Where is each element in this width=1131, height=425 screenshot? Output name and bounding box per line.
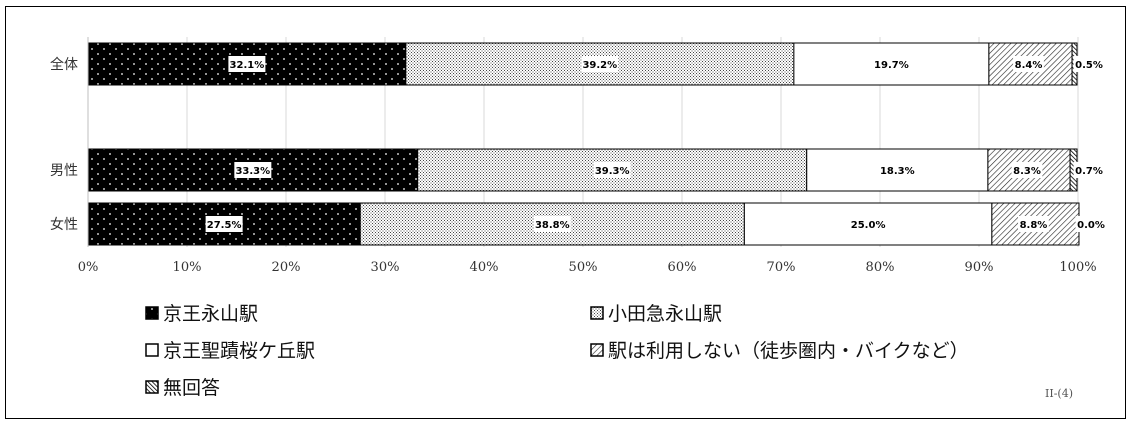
data-label-bg — [1013, 56, 1044, 72]
x-tick-label: 60% — [668, 260, 697, 275]
data-label: 33.3% — [235, 166, 270, 177]
data-label: 0.5% — [1075, 60, 1103, 71]
category-label: 女性 — [50, 216, 78, 233]
data-label-bg — [1018, 216, 1049, 232]
x-tick-label: 20% — [272, 260, 301, 275]
legend-label: 駅は利用しない（徒歩圏内・バイクなど） — [608, 340, 969, 362]
x-tick-label: 30% — [371, 260, 400, 275]
figure-id: II-(4) — [1045, 387, 1073, 400]
legend-label: 京王聖蹟桜ケ丘駅 — [163, 340, 315, 362]
legend-label: 無回答 — [163, 377, 220, 399]
legend-swatch — [590, 343, 604, 357]
legend-swatch — [145, 343, 159, 357]
data-label-bg — [849, 216, 887, 232]
x-tick-label: 50% — [569, 260, 598, 275]
legend-swatch — [145, 306, 159, 320]
x-tick-label: 10% — [173, 260, 202, 275]
legend-label: 京王永山駅 — [163, 303, 258, 325]
data-label-bg — [205, 216, 243, 232]
data-label: 25.0% — [851, 220, 886, 231]
data-label-bg — [1011, 162, 1043, 178]
data-label-bg — [878, 162, 916, 178]
x-tick-label: 40% — [470, 260, 499, 275]
x-tick-label: 80% — [866, 260, 895, 275]
x-tick-label: 70% — [767, 260, 796, 275]
data-label: 39.3% — [595, 166, 630, 177]
data-labels: 32.1% 39.2% 19.7% 8.4% 0.5% 33.3% 39.3% 18.3% 8.… — [205, 56, 1107, 232]
stacked-bar-chart: 32.1% 39.2% 19.7% 8.4% 0.5% 33.3% 39.3% 18.3% 8.… — [50, 37, 1107, 399]
data-label-bg — [872, 56, 910, 72]
data-label: 27.5% — [207, 220, 242, 231]
data-label-bg — [1073, 56, 1105, 72]
data-label: 8.8% — [1020, 220, 1048, 231]
data-label: 32.1% — [230, 60, 265, 71]
data-label-bg — [228, 56, 266, 72]
data-label-bg — [1073, 162, 1105, 178]
x-tick-label: 100% — [1059, 260, 1096, 275]
legend-swatch — [590, 306, 604, 320]
data-label: 8.4% — [1015, 60, 1043, 71]
data-label-bg — [581, 56, 619, 72]
data-label-bg — [234, 162, 272, 178]
x-tick-label: 0% — [78, 260, 99, 275]
data-label: 18.3% — [880, 166, 915, 177]
data-label: 38.8% — [535, 220, 570, 231]
x-tick-label: 90% — [965, 260, 994, 275]
data-label-bg — [1075, 216, 1107, 232]
data-label: 19.7% — [874, 60, 909, 71]
data-label: 39.2% — [582, 60, 617, 71]
legend-label: 小田急永山駅 — [608, 303, 722, 325]
data-label-bg — [593, 162, 631, 178]
chart-frame: 32.1% 39.2% 19.7% 8.4% 0.5% 33.3% 39.3% 18.3% 8.… — [5, 6, 1126, 419]
data-label: 8.3% — [1013, 166, 1041, 177]
data-label: 0.7% — [1075, 166, 1103, 177]
data-label-bg — [533, 216, 571, 232]
legend-swatch — [145, 380, 159, 394]
category-label: 男性 — [50, 163, 78, 179]
data-label: 0.0% — [1077, 220, 1105, 231]
category-label: 全体 — [50, 56, 78, 73]
